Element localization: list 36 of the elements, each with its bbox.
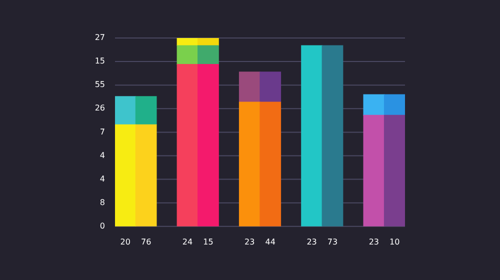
bar xyxy=(322,45,344,226)
text: 26 xyxy=(94,104,105,113)
bar xyxy=(301,45,322,226)
x-tick-label: 20 xyxy=(120,237,130,246)
bar xyxy=(238,102,260,226)
bar xyxy=(384,114,405,226)
x-tick-label: 76 xyxy=(140,237,152,246)
text: 15 xyxy=(94,56,105,66)
x-tick-label: 23 xyxy=(244,237,255,246)
x-tick-label: 23 xyxy=(368,237,380,246)
text: 0 xyxy=(100,221,105,230)
text: 55 xyxy=(94,80,105,90)
bar xyxy=(198,45,219,65)
bar xyxy=(260,102,282,226)
bar xyxy=(115,96,136,125)
x-tick-label: 24 xyxy=(182,237,193,246)
bar xyxy=(363,114,385,226)
bar xyxy=(135,124,157,226)
x-tick-label: 44 xyxy=(265,237,276,246)
bar xyxy=(384,94,405,116)
text: 27 xyxy=(94,33,105,42)
x-tick-label: 73 xyxy=(327,237,338,246)
bar xyxy=(238,72,260,102)
x-tick-label: 15 xyxy=(203,237,214,246)
bar xyxy=(176,64,198,226)
x-tick-label: 23 xyxy=(306,237,317,246)
text: 4 xyxy=(100,150,105,160)
text: 7 xyxy=(100,127,105,136)
bar xyxy=(176,45,198,65)
text: 4 xyxy=(100,174,105,184)
bar xyxy=(363,94,385,116)
bar xyxy=(135,96,157,125)
x-tick-label: 10 xyxy=(390,237,400,246)
bar xyxy=(260,72,282,102)
text: 8 xyxy=(100,198,105,207)
bar xyxy=(198,64,219,226)
